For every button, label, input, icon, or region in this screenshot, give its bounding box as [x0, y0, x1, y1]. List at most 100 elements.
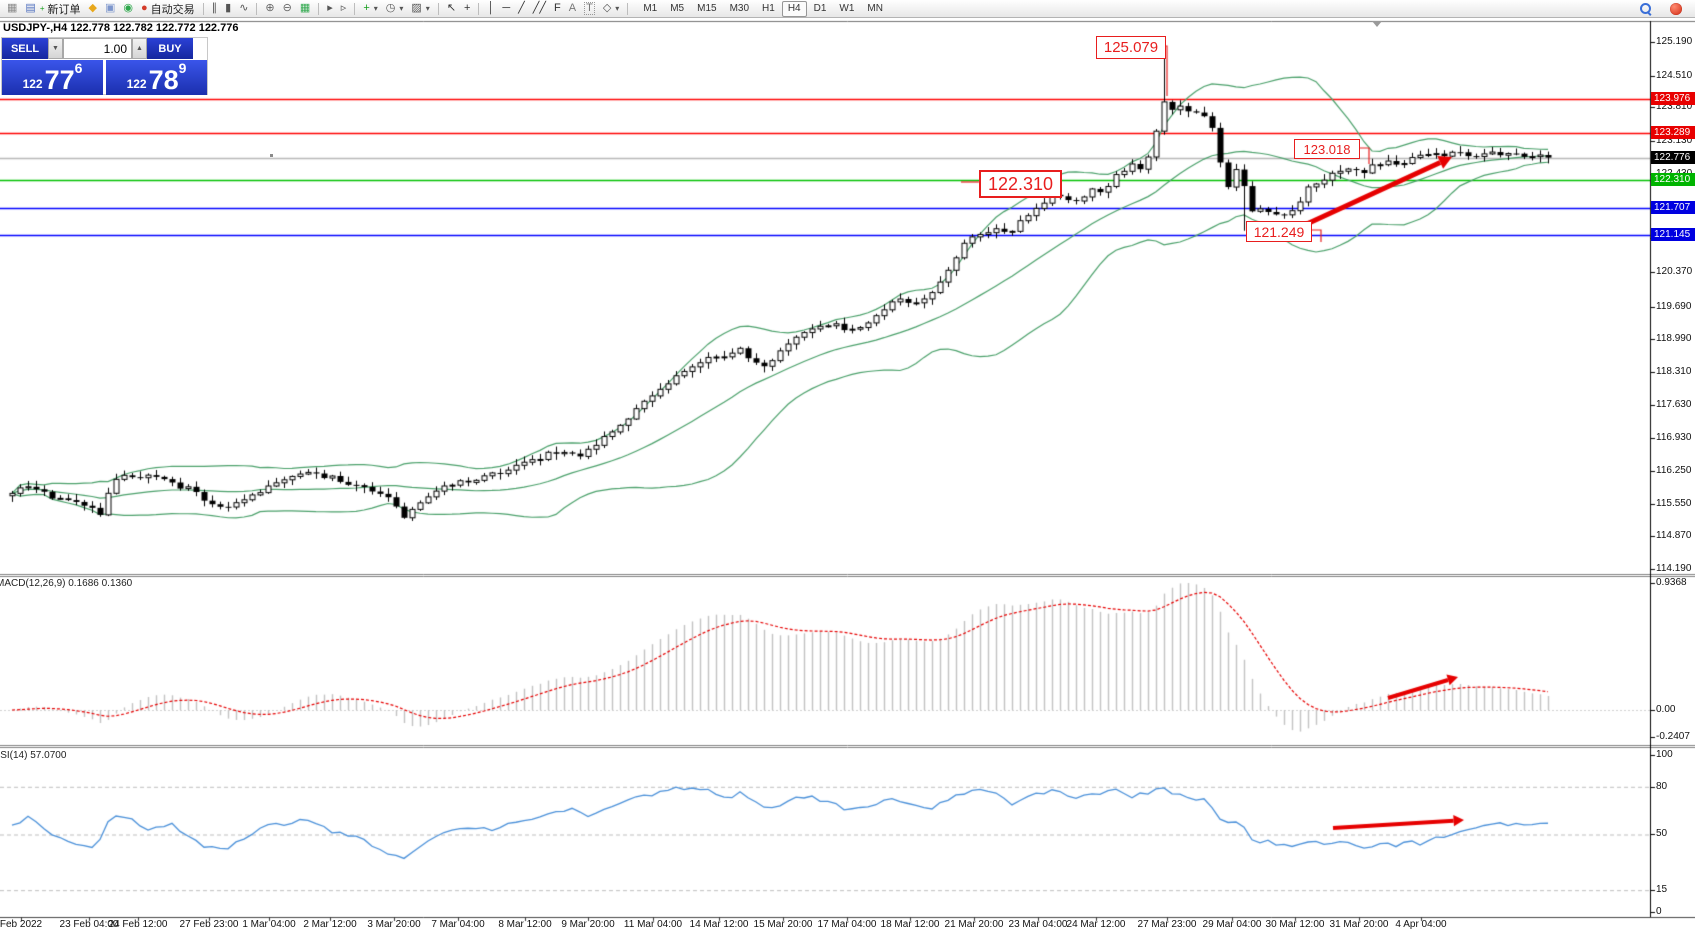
price-axis-tick: 116.930 [1656, 432, 1692, 443]
chart-window-icon: ▦ [7, 2, 18, 14]
price-axis-tick: 125.190 [1656, 36, 1693, 47]
label-icon[interactable]: T [581, 1, 598, 17]
notifications-button[interactable] [1667, 1, 1685, 17]
price-callout[interactable]: 122.310 [979, 170, 1062, 198]
crosshair-icon[interactable]: + [461, 1, 473, 17]
trendline-icon[interactable]: ╱ [515, 1, 528, 17]
line-chart-mode-icon[interactable]: ∿ [236, 1, 251, 17]
time-axis-label: 24 Mar 12:00 [1066, 919, 1126, 930]
time-axis-label: 27 Mar 23:00 [1137, 919, 1197, 930]
bar-chart-mode-icon[interactable]: ∥ [209, 1, 221, 17]
candlestick-mode-icon: ▮ [225, 2, 232, 14]
horizontal-line-icon[interactable]: ─ [499, 1, 513, 17]
search-button[interactable] [1637, 1, 1655, 17]
vertical-line-icon: │ [487, 2, 495, 14]
buy-button[interactable]: BUY [147, 38, 193, 59]
rsi-axis-tick: 50 [1656, 828, 1668, 839]
price-level-label: 123.289 [1651, 126, 1695, 139]
candlestick-mode-icon[interactable]: ▮ [222, 1, 234, 17]
autotrading-icon: ● [140, 2, 148, 14]
periods-icon[interactable]: ◷ ▾ [383, 1, 407, 17]
volume-increase-button[interactable]: ▲ [132, 38, 147, 59]
cursor-icon[interactable]: ↖ [444, 1, 459, 17]
new-order-icon: ▤ [25, 2, 36, 14]
price-axis-tick: 116.250 [1656, 465, 1692, 476]
market-watch-icon: ▣ [104, 2, 116, 14]
sell-price-display[interactable]: 122 77 6 [2, 60, 103, 95]
auto-scroll-icon[interactable]: ▸ [324, 1, 336, 17]
timeframe-button-m1[interactable]: M1 [643, 2, 658, 14]
timeframe-button-w1[interactable]: W1 [839, 2, 855, 14]
rsi-indicator-label: RSI(14) 57.0700 [0, 750, 67, 761]
time-axis-label: 15 Mar 20:00 [753, 919, 813, 930]
timeframe-button-m15[interactable]: M15 [697, 2, 717, 14]
new-order-button-label: 新订单 [47, 3, 81, 16]
vertical-line-icon[interactable]: │ [484, 1, 497, 17]
timeframe-button-m5[interactable]: M5 [670, 2, 685, 14]
one-click-trading-panel: SELL ▼ ▲ BUY 122 77 6 122 78 9 [1, 37, 208, 95]
price-axis-tick: 115.550 [1656, 498, 1692, 509]
indicators-icon[interactable]: + ▾ [360, 1, 380, 17]
buy-price-pips: 78 [148, 65, 179, 95]
text-icon[interactable]: A [566, 1, 579, 17]
horizontal-line-icon: ─ [502, 2, 511, 14]
timeframe-button-h4[interactable]: H4 [781, 0, 807, 17]
time-axis-label: 3 Mar 20:00 [367, 919, 421, 930]
buy-price-display[interactable]: 122 78 9 [106, 60, 207, 95]
price-axis-tick: 120.370 [1656, 266, 1693, 277]
time-axis-label: 1 Mar 04:00 [242, 919, 296, 930]
price-callout[interactable]: 121.249 [1246, 221, 1312, 242]
price-level-label: 123.976 [1651, 92, 1695, 105]
gold-deposit-icon[interactable]: ◆ [85, 1, 99, 17]
timeframe-button-m30[interactable]: M30 [729, 2, 750, 14]
chart-window-icon[interactable]: ▦ [4, 1, 20, 17]
chart-shift-marker[interactable] [1372, 21, 1382, 27]
time-axis-label: 4 Apr 04:00 [1395, 919, 1447, 930]
chevron-down-icon: ▾ [425, 3, 430, 13]
toolbar-separator [478, 2, 480, 15]
fibonacci-icon[interactable]: F [551, 1, 564, 17]
tile-windows-icon[interactable]: ▦ [297, 1, 313, 17]
zoom-out-icon[interactable]: ⊖ [280, 1, 295, 17]
time-axis-label: 29 Mar 04:00 [1202, 919, 1262, 930]
price-callout[interactable]: 125.079 [1096, 36, 1166, 59]
channel-icon: ╱╱ [532, 2, 547, 14]
timeframe-button-h1[interactable]: H1 [762, 2, 775, 14]
shapes-icon[interactable]: ◇ ▾ [600, 1, 622, 17]
time-axis-label: 23 Mar 04:00 [1008, 919, 1068, 930]
sell-price-point: 6 [74, 60, 83, 76]
time-axis-label: 11 Mar 04:00 [623, 919, 683, 930]
volume-decrease-button[interactable]: ▼ [48, 38, 63, 59]
templates-icon[interactable]: ▨ ▾ [408, 1, 432, 17]
macd-axis-tick: 0.00 [1656, 704, 1676, 715]
timeframe-button-mn[interactable]: MN [867, 2, 883, 14]
text-icon: A [568, 2, 577, 14]
buy-price-point: 9 [178, 60, 187, 76]
time-axis-label: 8 Mar 12:00 [498, 919, 552, 930]
macd-indicator-label: MACD(12,26,9) 0.1686 0.1360 [0, 578, 133, 589]
chevron-down-icon: ▾ [615, 3, 620, 13]
bar-chart-mode-icon: ∥ [211, 2, 218, 14]
time-axis-label: 14 Mar 12:00 [689, 919, 749, 930]
zoom-out-icon: ⊖ [282, 2, 292, 14]
tile-windows-icon: ▦ [299, 2, 311, 14]
sell-button[interactable]: SELL [2, 38, 48, 59]
signals-icon[interactable]: ◉ [120, 1, 136, 17]
price-callout[interactable]: 123.018 [1294, 139, 1360, 159]
price-axis-tick: 123.130 [1656, 135, 1693, 146]
channel-icon[interactable]: ╱╱ [530, 1, 549, 17]
gold-deposit-icon: ◆ [88, 2, 97, 14]
price-axis-tick: 119.690 [1656, 301, 1692, 312]
market-watch-icon[interactable]: ▣ [102, 1, 118, 17]
chart-shift-icon[interactable]: ▹ [338, 1, 350, 17]
cursor-icon: ↖ [446, 2, 457, 14]
price-axis-tick: 117.630 [1656, 399, 1692, 410]
new-order-button[interactable]: ▤ + 新订单 [22, 1, 83, 17]
time-axis-label: 23 Feb 04:00 [59, 919, 119, 930]
autotrading-button[interactable]: ● 自动交易 [138, 1, 198, 17]
timeframe-button-d1[interactable]: D1 [813, 2, 827, 14]
sell-price-pips: 77 [44, 65, 75, 95]
volume-input[interactable] [63, 38, 132, 59]
zoom-in-icon[interactable]: ⊕ [262, 1, 277, 17]
